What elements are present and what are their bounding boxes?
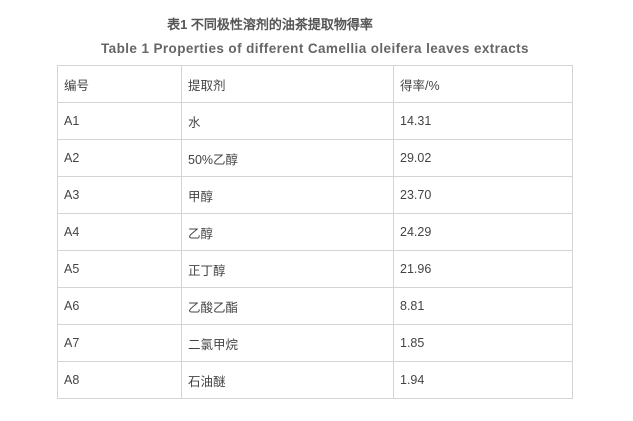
table-row: A5 正丁醇 21.96 (57, 250, 573, 288)
cell-solvent: 二氯甲烷 (181, 324, 394, 362)
cell-id: A5 (57, 250, 182, 288)
table-title-english: Table 1 Properties of different Camellia… (101, 41, 529, 56)
cell-id: A6 (57, 287, 182, 325)
cell-solvent: 正丁醇 (181, 250, 394, 288)
cell-solvent: 乙酸乙酯 (181, 287, 394, 325)
cell-id: A7 (57, 324, 182, 362)
cell-yield: 14.31 (393, 102, 573, 140)
cell-yield: 21.96 (393, 250, 573, 288)
header-yield: 得率/% (393, 65, 573, 103)
cell-yield: 1.94 (393, 361, 573, 399)
cell-id: A1 (57, 102, 182, 140)
cell-solvent: 石油醚 (181, 361, 394, 399)
cell-yield: 1.85 (393, 324, 573, 362)
cell-id: A2 (57, 139, 182, 177)
table-row: A3 甲醇 23.70 (57, 176, 573, 214)
cell-solvent: 甲醇 (181, 176, 394, 214)
table-row: A6 乙酸乙酯 8.81 (57, 287, 573, 325)
header-id: 编号 (57, 65, 182, 103)
table-row: A2 50%乙醇 29.02 (57, 139, 573, 177)
cell-solvent: 乙醇 (181, 213, 394, 251)
cell-yield: 23.70 (393, 176, 573, 214)
header-solvent: 提取剂 (181, 65, 394, 103)
cell-yield: 8.81 (393, 287, 573, 325)
extracts-yield-table: 编号 提取剂 得率/% A1 水 14.31 A2 50%乙醇 29.02 A3 甲醇 23.7… (57, 65, 573, 399)
table-title-chinese: 表1 不同极性溶剂的油茶提取物得率 (167, 17, 373, 32)
cell-id: A8 (57, 361, 182, 399)
table-row: A7 二氯甲烷 1.85 (57, 324, 573, 362)
table-row: A8 石油醚 1.94 (57, 361, 573, 399)
cell-yield: 24.29 (393, 213, 573, 251)
cell-solvent: 水 (181, 102, 394, 140)
cell-id: A4 (57, 213, 182, 251)
table-header-row: 编号 提取剂 得率/% (57, 65, 573, 103)
cell-yield: 29.02 (393, 139, 573, 177)
table-row: A1 水 14.31 (57, 102, 573, 140)
table-row: A4 乙醇 24.29 (57, 213, 573, 251)
cell-id: A3 (57, 176, 182, 214)
cell-solvent: 50%乙醇 (181, 139, 394, 177)
